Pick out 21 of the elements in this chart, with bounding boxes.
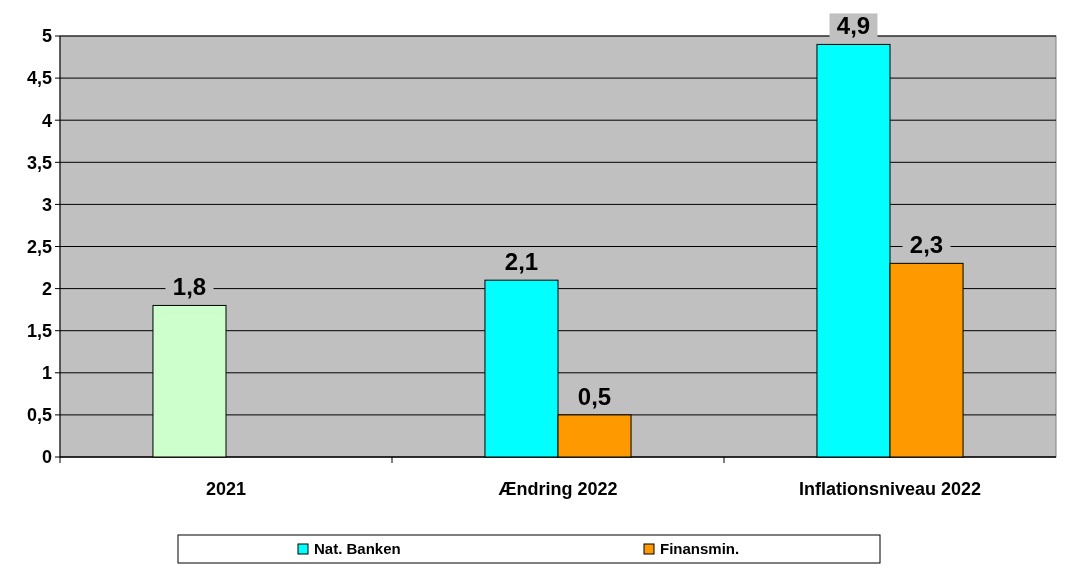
y-tick-label: 1,5 [26, 321, 52, 341]
x-tick-label: Ændring 2022 [498, 479, 618, 499]
data-label: 0,5 [577, 382, 612, 410]
y-tick-label: 0,5 [26, 405, 52, 426]
data-label: 2,1 [504, 248, 539, 276]
y-tick-label: 4 [41, 110, 52, 131]
legend-label: Finansmin. [660, 540, 740, 557]
y-tick-label: 5 [41, 26, 52, 47]
y-tick-label: 4,5 [26, 68, 52, 89]
y-tick-label: 3 [41, 194, 52, 215]
y-tick-label: 0 [41, 447, 52, 468]
x-tick-label: 2021 [205, 479, 247, 499]
data-label: 2,3 [909, 231, 944, 259]
y-tick-label: 2,5 [26, 236, 52, 257]
data-label: 1,8 [172, 273, 207, 301]
y-tick-label: 2 [41, 278, 52, 299]
data-label: 4,9 [836, 12, 871, 40]
y-tick-label: 1 [41, 363, 52, 384]
y-tick-label: 3,5 [26, 152, 52, 173]
x-tick-label: Inflationsniveau 2022 [798, 479, 982, 499]
legend-label: Nat. Banken [314, 540, 401, 557]
